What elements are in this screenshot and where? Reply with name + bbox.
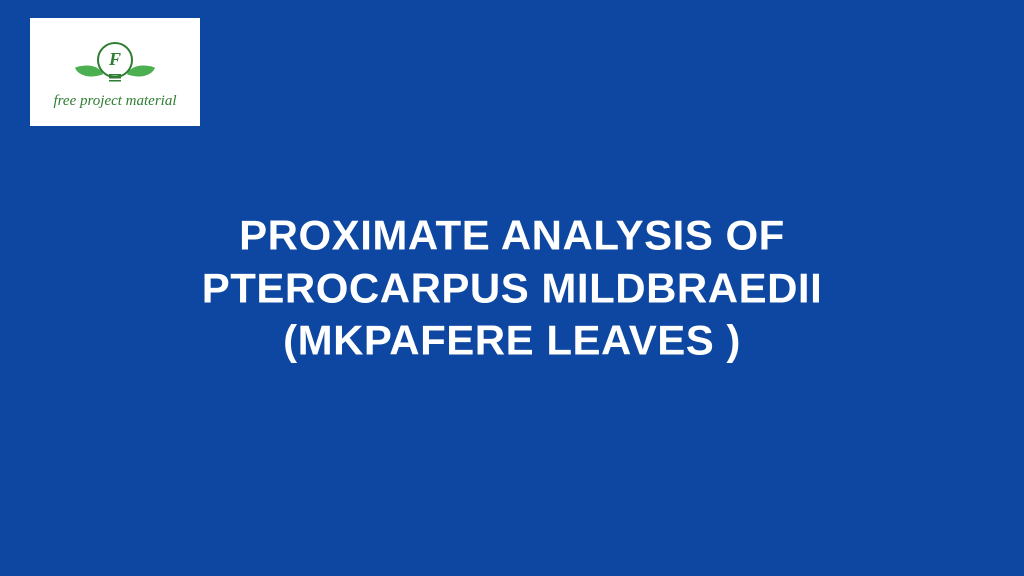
logo-icon: F [85,35,145,85]
logo-container: F free project material [30,18,200,126]
bulb-base-icon [109,74,121,82]
page-title: PROXIMATE ANALYSIS OF PTEROCARPUS MILDBR… [77,209,947,367]
bulb-icon: F [97,42,133,78]
logo-text: free project material [53,93,176,110]
logo-letter: F [109,49,121,70]
